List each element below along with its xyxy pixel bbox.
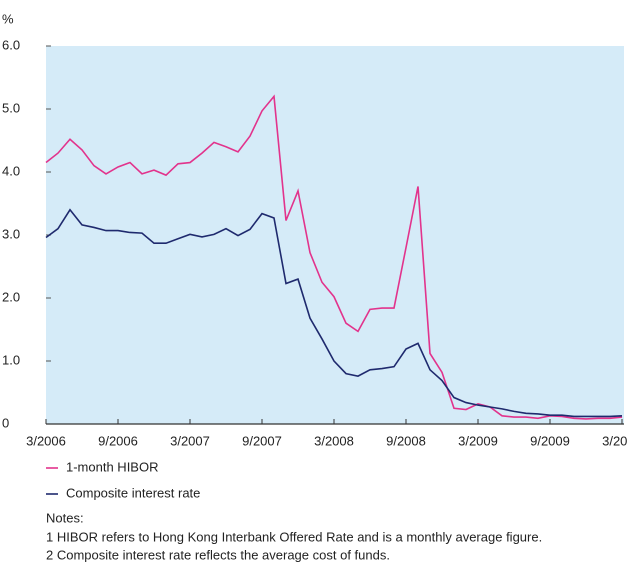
notes-title: Notes: — [46, 510, 84, 525]
series-line — [45, 94, 623, 420]
plot-area — [46, 46, 624, 424]
y-tick-label: 0 — [2, 415, 9, 430]
y-axis-unit: % — [2, 11, 14, 26]
series-line — [45, 208, 623, 418]
note: 2 Composite interest rate reflects the a… — [46, 547, 390, 562]
x-tick-label: 9/2007 — [242, 433, 282, 448]
x-tick-label: 9/2009 — [530, 433, 570, 448]
x-tick-label: 3/2010 — [602, 433, 627, 448]
y-tick-label: 6.0 — [2, 37, 20, 52]
note: 1 HIBOR refers to Hong Kong Interbank Of… — [46, 529, 542, 544]
y-tick-label: 3.0 — [2, 226, 20, 241]
y-tick-label: 4.0 — [2, 163, 20, 178]
y-tick-label: 2.0 — [2, 289, 20, 304]
legend-label: Composite interest rate — [66, 485, 200, 500]
x-tick-label: 9/2006 — [98, 433, 138, 448]
x-tick-label: 3/2007 — [170, 433, 210, 448]
x-tick-label: 3/2009 — [458, 433, 498, 448]
y-tick-label: 1.0 — [2, 352, 20, 367]
legend-label: 1-month HIBOR — [66, 459, 158, 474]
x-tick-label: 9/2008 — [386, 433, 426, 448]
x-tick-label: 3/2008 — [314, 433, 354, 448]
y-tick-label: 5.0 — [2, 100, 20, 115]
x-tick-label: 3/2006 — [26, 433, 66, 448]
